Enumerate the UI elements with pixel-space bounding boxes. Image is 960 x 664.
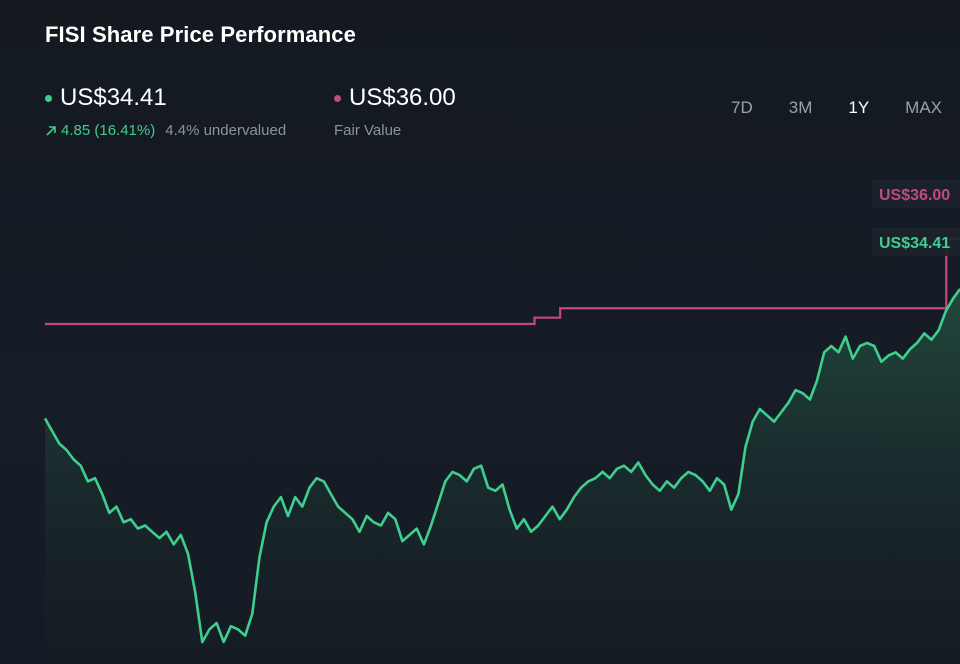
current-price-block: US$34.41 4.85 (16.41%) 4.4% undervalued	[45, 84, 286, 139]
chart-title: FISI Share Price Performance	[45, 22, 356, 47]
fair-value-price: US$36.00	[349, 84, 456, 111]
tab-max[interactable]: MAX	[905, 98, 942, 117]
share-price-end-label-bg	[872, 228, 960, 256]
fair-value-end-label-bg	[872, 180, 960, 208]
arrow-up-right-icon	[46, 125, 56, 136]
fair-value-dot	[334, 94, 341, 102]
fair-value-block: US$36.00 Fair Value	[334, 84, 456, 139]
price-change: 4.85 (16.41%)	[45, 122, 155, 139]
fair-value-label: Fair Value	[334, 122, 402, 139]
fair-value-end-label: US$36.00	[872, 180, 960, 208]
share-price-line	[43, 288, 960, 644]
fair-value-end-label-text: US$36.00	[879, 187, 950, 204]
valuation-text: 4.4% undervalued	[165, 122, 287, 139]
share-price-end-label: US$34.41	[872, 228, 960, 256]
tab-1y[interactable]: 1Y	[848, 98, 870, 117]
price-area	[45, 289, 960, 664]
current-price-value: US$34.41	[60, 84, 167, 111]
price-change-value: 4.85 (16.41%)	[61, 122, 156, 139]
current-price-dot	[45, 94, 52, 102]
tab-7d[interactable]: 7D	[731, 98, 753, 117]
fair-value-line	[45, 237, 960, 326]
period-tabs: 7D 3M 1Y MAX	[731, 98, 942, 118]
tab-3m[interactable]: 3M	[788, 98, 813, 117]
share-price-end-label-text: US$34.41	[879, 235, 950, 252]
